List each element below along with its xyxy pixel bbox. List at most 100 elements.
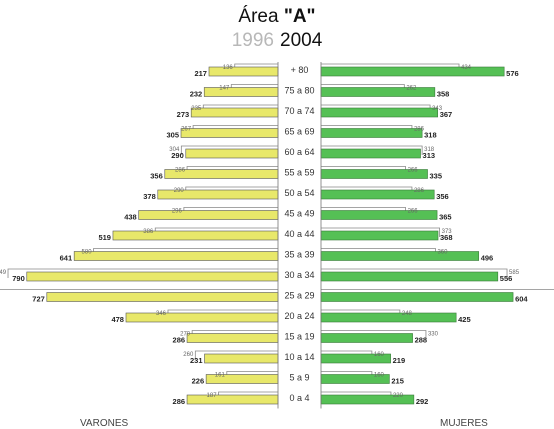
sex-label-varones: VARONES — [80, 418, 128, 429]
label-varones-1996: 346 — [156, 311, 167, 317]
bar-varones-2004 — [190, 107, 279, 118]
label-varones-1996: 296 — [172, 209, 183, 215]
bar-mujeres-2004 — [320, 292, 514, 302]
label-mujeres-1996: 262 — [406, 86, 417, 92]
label-mujeres-2004: 576 — [506, 69, 519, 78]
label-varones-1996: 147 — [219, 86, 230, 92]
bar-varones-2004 — [204, 353, 279, 364]
label-varones-2004: 478 — [111, 315, 124, 324]
chart-years: 1996 2004 — [0, 30, 554, 52]
label-varones-1996: 304 — [169, 147, 180, 153]
bar-varones-2004 — [180, 128, 279, 138]
age-group-label: 10 a 14 — [284, 352, 314, 362]
bar-varones-2004 — [125, 312, 279, 323]
label-mujeres-2004: 365 — [439, 213, 452, 222]
label-mujeres-2004: 335 — [430, 172, 443, 181]
age-group-label: 30 a 34 — [284, 270, 314, 280]
label-mujeres-1996: 266 — [408, 209, 419, 215]
label-varones-1996: 136 — [223, 65, 234, 71]
label-varones-2004: 378 — [143, 192, 156, 201]
label-mujeres-1996: 434 — [461, 65, 472, 71]
sex-label-mujeres: MUJERES — [440, 418, 488, 429]
label-mujeres-2004: 496 — [481, 254, 494, 263]
label-varones-2004: 727 — [32, 295, 45, 304]
label-varones-2004: 286 — [173, 336, 186, 345]
bar-varones-2004 — [46, 292, 279, 302]
bar-varones-2004 — [186, 333, 279, 343]
year-1996: 1996 — [231, 30, 274, 51]
label-mujeres-1996: 585 — [509, 270, 520, 276]
label-varones-2004: 286 — [173, 397, 186, 406]
label-mujeres-2004: 425 — [458, 315, 471, 324]
label-varones-1996: 161 — [215, 373, 226, 379]
age-group-label: 15 a 19 — [284, 332, 314, 342]
bar-varones-2004 — [26, 271, 279, 282]
bar-varones-1996 — [7, 268, 278, 278]
label-varones-2004: 273 — [177, 110, 190, 119]
label-mujeres-1996: 160 — [374, 352, 385, 358]
bar-mujeres-2004 — [320, 251, 480, 261]
label-mujeres-1996: 266 — [408, 168, 419, 174]
bar-varones-2004 — [185, 148, 279, 159]
label-varones-1996: 270 — [180, 332, 191, 338]
label-varones-2004: 232 — [190, 90, 203, 99]
label-mujeres-2004: 556 — [500, 274, 513, 283]
bar-mujeres-1996 — [321, 145, 423, 155]
bar-mujeres-2004 — [320, 107, 439, 118]
age-group-label: 5 a 9 — [289, 373, 309, 383]
label-varones-2004: 226 — [192, 377, 205, 386]
label-varones-2004: 519 — [98, 233, 111, 242]
label-varones-2004: 290 — [171, 151, 184, 160]
age-group-label: 45 a 49 — [284, 209, 314, 219]
label-mujeres-2004: 604 — [515, 295, 528, 304]
bar-mujeres-1996 — [321, 330, 427, 340]
label-varones-1996: 267 — [181, 127, 192, 133]
label-mujeres-1996: 220 — [393, 393, 404, 399]
bar-mujeres-2004 — [320, 230, 439, 241]
label-varones-2004: 356 — [150, 172, 163, 181]
label-varones-2004: 231 — [190, 356, 203, 365]
bar-mujeres-2004 — [320, 66, 505, 77]
chart-title: Área "A" — [0, 6, 554, 28]
bar-mujeres-1996 — [321, 227, 441, 237]
title-prefix: Área — [238, 6, 279, 27]
label-varones-1996: 386 — [143, 229, 154, 235]
age-group-label: 50 a 54 — [284, 188, 314, 198]
label-mujeres-1996: 318 — [424, 147, 435, 153]
label-mujeres-2004: 356 — [436, 192, 449, 201]
age-group-label: 35 a 39 — [284, 250, 314, 260]
bar-mujeres-2004 — [320, 210, 438, 220]
label-mujeres-2004: 219 — [393, 356, 406, 365]
age-group-label: 65 a 69 — [284, 127, 314, 137]
title-main: "A" — [283, 6, 316, 27]
bar-varones-2004 — [112, 230, 279, 241]
age-group-label: 0 a 4 — [289, 393, 309, 403]
label-varones-2004: 438 — [124, 213, 137, 222]
label-mujeres-2004: 313 — [423, 151, 436, 160]
age-group-label: + 80 — [291, 65, 309, 75]
label-varones-2004: 790 — [12, 274, 25, 283]
bar-varones-1996 — [180, 145, 278, 155]
label-mujeres-1996: 330 — [428, 332, 439, 338]
label-mujeres-1996: 373 — [442, 229, 453, 235]
label-mujeres-2004: 318 — [424, 131, 437, 140]
label-varones-1996: 260 — [183, 352, 194, 358]
bar-varones-2004 — [73, 251, 279, 261]
label-mujeres-2004: 288 — [415, 336, 428, 345]
year-2004: 2004 — [280, 30, 323, 51]
bar-varones-2004 — [186, 394, 279, 405]
age-group-label: 70 a 74 — [284, 106, 314, 116]
bar-mujeres-2004 — [320, 312, 457, 323]
bar-mujeres-2004 — [320, 87, 436, 97]
age-group-label: 55 a 59 — [284, 168, 314, 178]
bar-mujeres-1996 — [321, 268, 508, 278]
label-varones-1996: 235 — [191, 106, 202, 112]
label-mujeres-1996: 286 — [414, 188, 425, 194]
label-varones-1996: 580 — [82, 250, 93, 256]
age-group-label: 40 a 44 — [284, 229, 314, 239]
label-varones-1996: 286 — [175, 168, 186, 174]
label-varones-2004: 305 — [166, 131, 179, 140]
bar-mujeres-1996 — [321, 289, 554, 290]
label-mujeres-2004: 358 — [437, 90, 450, 99]
